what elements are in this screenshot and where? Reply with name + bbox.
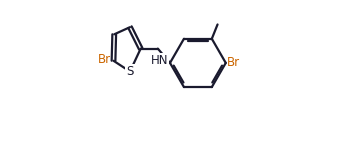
Text: HN: HN xyxy=(151,54,169,66)
Text: Br: Br xyxy=(227,56,240,69)
Text: Br: Br xyxy=(98,53,111,66)
Text: S: S xyxy=(126,65,134,78)
